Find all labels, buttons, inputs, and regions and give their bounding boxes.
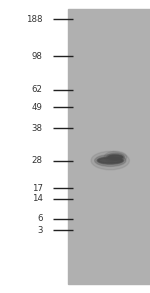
Ellipse shape bbox=[108, 155, 123, 159]
Ellipse shape bbox=[109, 155, 122, 159]
Text: 3: 3 bbox=[37, 226, 43, 234]
Ellipse shape bbox=[98, 158, 122, 163]
Ellipse shape bbox=[91, 151, 129, 170]
Ellipse shape bbox=[104, 151, 127, 163]
Ellipse shape bbox=[106, 153, 124, 161]
Text: 62: 62 bbox=[32, 86, 43, 94]
Ellipse shape bbox=[95, 155, 126, 166]
Text: 6: 6 bbox=[37, 214, 43, 223]
Text: 17: 17 bbox=[32, 184, 43, 193]
Bar bbox=[68, 9, 150, 284]
Text: 14: 14 bbox=[32, 194, 43, 203]
Ellipse shape bbox=[97, 157, 123, 164]
Text: 49: 49 bbox=[32, 103, 43, 112]
Text: 188: 188 bbox=[26, 15, 43, 24]
Text: 28: 28 bbox=[32, 156, 43, 165]
Text: 38: 38 bbox=[32, 124, 43, 133]
Text: 98: 98 bbox=[32, 52, 43, 61]
